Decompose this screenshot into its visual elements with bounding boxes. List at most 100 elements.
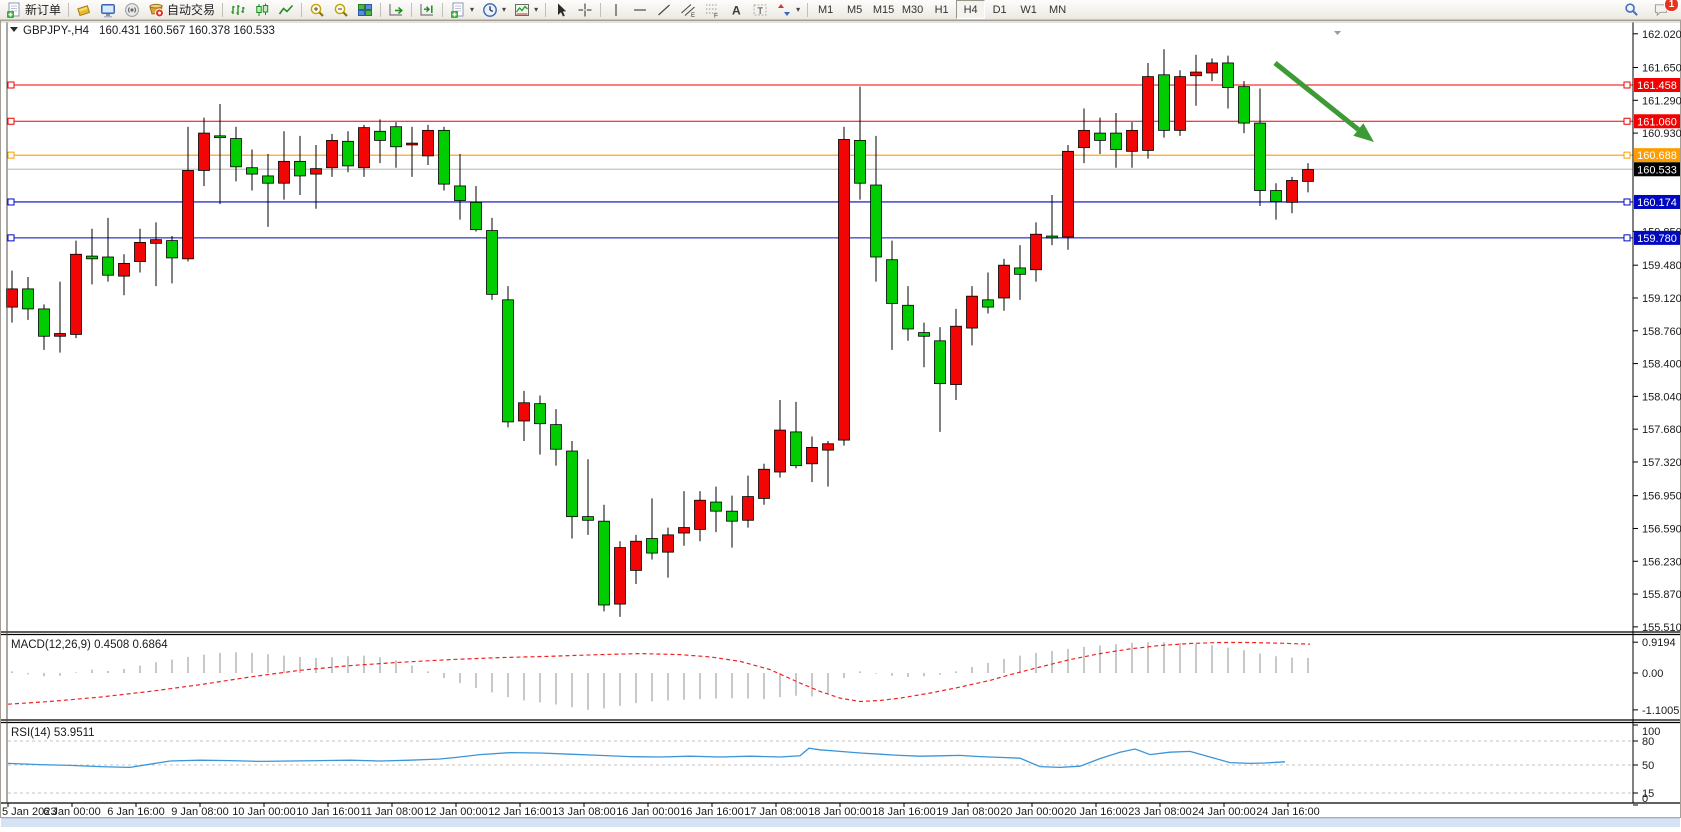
bull-candle [150, 239, 162, 244]
time-tick-label: 20 Jan 16:00 [1064, 806, 1128, 818]
fibonacci-button[interactable]: F [700, 0, 724, 20]
signal-icon [125, 2, 139, 17]
bear-candle [1094, 132, 1106, 141]
price-level-badge-label: 159.780 [1637, 233, 1677, 245]
rsi-indicator-label: RSI(14) 53.9511 [11, 727, 95, 739]
line-anchor-handle[interactable] [7, 117, 15, 125]
vertical-line-button[interactable] [604, 0, 628, 20]
price-tick-label: 155.870 [1642, 589, 1681, 601]
autotrade-button[interactable]: 自动交易 [144, 0, 219, 20]
bear-candle [1110, 132, 1122, 150]
text-a-icon: A [732, 3, 741, 17]
chart-plot-area[interactable] [7, 22, 1633, 632]
timeframe-button-d1[interactable]: D1 [992, 3, 1007, 16]
bull-candle [822, 443, 834, 451]
line-anchor-handle[interactable] [7, 198, 15, 206]
monitor-icon [101, 3, 116, 17]
chart-shift-marker[interactable] [1334, 31, 1341, 35]
line-anchor-handle[interactable] [1623, 151, 1631, 159]
timeframe-button-h4[interactable]: H4 [956, 0, 986, 19]
line-anchor-handle[interactable] [7, 81, 15, 89]
price-tick-label: 158.040 [1642, 391, 1681, 403]
rsi-axis-label: 50 [1642, 760, 1654, 772]
zoom-in-icon [310, 3, 324, 17]
time-tick-label: 10 Jan 16:00 [296, 806, 360, 818]
bear-candle [1014, 267, 1026, 275]
indicators-button[interactable]: ▾ [446, 0, 478, 20]
chart-window: 162.020161.650161.290160.930159.850159.4… [0, 20, 1681, 827]
cursor-button[interactable] [549, 0, 573, 20]
timeframe-button-m1[interactable]: M1 [817, 3, 834, 16]
timeframe-button-mn[interactable]: MN [1049, 3, 1067, 16]
bear-candle [246, 167, 258, 175]
bull-candle [742, 496, 754, 521]
time-tick-label: 13 Jan 08:00 [552, 806, 616, 818]
bear-candle [934, 340, 946, 385]
bull-candle [358, 127, 370, 169]
timeframe-button-h1[interactable]: H1 [934, 3, 949, 16]
line-anchor-handle[interactable] [7, 234, 15, 242]
line-anchor-handle[interactable] [1623, 198, 1631, 206]
trend-arrow-shaft[interactable] [1273, 61, 1360, 132]
search-button[interactable] [1620, 0, 1643, 20]
timeframe-button-m15[interactable]: M15 [872, 3, 895, 16]
price-tick-label: 155.510 [1642, 622, 1681, 634]
line-anchor-handle[interactable] [7, 151, 15, 159]
auto-scroll-button[interactable] [384, 0, 408, 20]
notifications-button[interactable]: 1 [1649, 0, 1679, 20]
time-tick-label: 24 Jan 16:00 [1256, 806, 1320, 818]
bull-candle [966, 295, 978, 329]
zoom-out-button[interactable] [329, 0, 353, 20]
current-price-badge [1634, 162, 1680, 177]
horizontal-line-button[interactable] [628, 0, 652, 20]
clock-icon [483, 2, 497, 17]
bull-candle [406, 142, 418, 146]
bear-candle [854, 139, 866, 184]
timeframe-button-w1[interactable]: W1 [1020, 3, 1037, 16]
chart-title: GBPJPY-,H4 160.431 160.567 160.378 160.53… [23, 25, 275, 37]
crosshair-button[interactable] [573, 0, 597, 20]
text-button[interactable]: A [724, 0, 748, 20]
line-anchor-handle[interactable] [1623, 234, 1631, 242]
toolbar-separator [222, 2, 224, 17]
time-tick-label: 5 Jan 2023 [2, 806, 56, 818]
timeframe-button-m30[interactable]: M30 [901, 3, 924, 16]
chevron-down-icon: ▾ [502, 5, 507, 14]
line-anchor-handle[interactable] [1623, 81, 1631, 89]
price-level-badge [1634, 230, 1680, 245]
arrows-button[interactable]: ▾ [772, 0, 804, 20]
line-anchor-handle[interactable] [1623, 117, 1631, 125]
bear-candle [342, 140, 354, 167]
search-icon [1625, 3, 1638, 16]
bear-candle [886, 259, 898, 304]
price-tick-label: 157.680 [1642, 424, 1681, 436]
window-bottom-strip [1, 818, 1680, 827]
text-label-button[interactable]: T [748, 0, 772, 20]
chart-shift-button[interactable] [415, 0, 439, 20]
time-tick-label: 9 Jan 08:00 [171, 806, 229, 818]
templates-button[interactable]: ▾ [510, 0, 542, 20]
equidistant-channel-button[interactable]: E [676, 0, 700, 20]
trend-arrow-head[interactable] [1353, 123, 1374, 142]
line-chart-button[interactable] [274, 0, 298, 20]
timeframe-button-m5[interactable]: M5 [846, 3, 863, 16]
symbol-period-label: GBPJPY-,H4 [23, 25, 90, 37]
trendline-button[interactable] [652, 0, 676, 20]
signals-button[interactable] [120, 0, 144, 20]
time-tick-label: 16 Jan 00:00 [616, 806, 680, 818]
bear-candle [294, 160, 306, 177]
data-window-button[interactable] [96, 0, 120, 20]
symbol-dropdown-icon[interactable] [10, 27, 18, 32]
zoom-in-button[interactable] [305, 0, 329, 20]
bar-chart-button[interactable] [226, 0, 250, 20]
time-tick-label: 20 Jan 00:00 [1000, 806, 1064, 818]
time-tick-label: 19 Jan 08:00 [936, 806, 1000, 818]
tile-windows-button[interactable] [353, 0, 377, 20]
candlestick-chart-button[interactable] [250, 0, 274, 20]
time-tick-label: 18 Jan 00:00 [808, 806, 872, 818]
periods-button[interactable]: ▾ [478, 0, 510, 20]
market-watch-button[interactable] [72, 0, 96, 20]
new-order-button[interactable]: 新订单 [2, 0, 65, 20]
hline-icon [634, 8, 647, 11]
bull-candle [1174, 76, 1186, 131]
